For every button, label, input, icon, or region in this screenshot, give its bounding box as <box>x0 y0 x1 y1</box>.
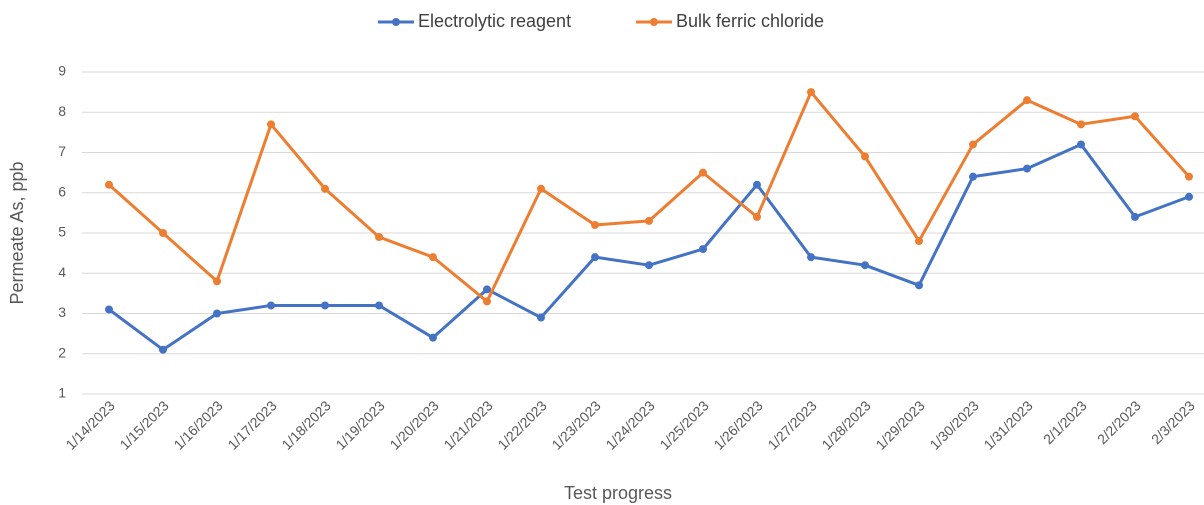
data-point <box>213 309 221 318</box>
data-point <box>1023 164 1031 173</box>
x-tick-label: 1/22/2023 <box>494 397 550 453</box>
data-point <box>105 305 113 314</box>
data-point <box>645 261 653 270</box>
legend-marker <box>392 18 400 26</box>
y-tick-label: 7 <box>58 143 66 159</box>
x-tick-label: 1/30/2023 <box>926 397 982 453</box>
data-point <box>1077 140 1085 149</box>
x-tick-label: 2/2/2023 <box>1094 397 1144 447</box>
data-point <box>699 168 707 177</box>
data-point <box>537 184 545 193</box>
x-tick-label: 2/1/2023 <box>1040 397 1090 447</box>
x-tick-label: 1/24/2023 <box>602 397 658 453</box>
data-point <box>753 212 761 221</box>
data-point <box>375 301 383 310</box>
x-tick-label: 2/3/2023 <box>1148 397 1198 447</box>
data-point <box>915 237 923 246</box>
data-point <box>159 345 167 354</box>
x-tick-label: 1/19/2023 <box>332 397 388 453</box>
data-point <box>1185 192 1193 201</box>
y-tick-label: 2 <box>58 344 66 360</box>
x-tick-label: 1/27/2023 <box>764 397 820 453</box>
series-line <box>108 142 1190 352</box>
x-tick-label: 1/14/2023 <box>62 397 118 453</box>
data-point <box>213 277 221 286</box>
data-point <box>1077 120 1085 129</box>
x-tick-label: 1/15/2023 <box>116 397 172 453</box>
x-tick-label: 1/16/2023 <box>170 397 226 453</box>
x-tick-label: 1/21/2023 <box>440 397 496 453</box>
data-point <box>105 180 113 189</box>
data-point <box>1131 212 1139 221</box>
data-point <box>321 301 329 310</box>
data-point <box>915 281 923 290</box>
data-point <box>267 301 275 310</box>
data-point <box>753 180 761 189</box>
legend-text: Electrolytic reagent <box>418 11 571 31</box>
x-tick-label: 1/17/2023 <box>224 397 280 453</box>
data-point <box>645 216 653 225</box>
data-point <box>699 245 707 254</box>
data-point <box>537 313 545 322</box>
x-tick-label: 1/23/2023 <box>548 397 604 453</box>
data-point <box>861 261 869 270</box>
data-point <box>159 229 167 237</box>
data-point <box>861 152 869 161</box>
y-tick-label: 3 <box>58 304 66 320</box>
y-tick-label: 4 <box>58 264 66 280</box>
data-point <box>969 140 977 149</box>
x-tick-label: 1/26/2023 <box>710 397 766 453</box>
y-axis-title: Permeate As, ppb <box>7 161 27 304</box>
y-tick-label: 5 <box>58 224 66 240</box>
data-point <box>375 233 383 242</box>
x-tick-label: 1/20/2023 <box>386 397 442 453</box>
data-point <box>483 285 491 294</box>
x-tick-label: 1/28/2023 <box>818 397 874 453</box>
y-tick-label: 6 <box>58 183 66 199</box>
data-point <box>429 253 437 262</box>
y-tick-label: 1 <box>58 385 66 401</box>
data-point <box>807 253 815 262</box>
data-point <box>1131 112 1139 121</box>
x-tick-label: 1/25/2023 <box>656 397 712 453</box>
data-point <box>321 184 329 193</box>
legend-marker <box>650 18 658 26</box>
y-tick-label: 9 <box>58 63 66 79</box>
y-tick-label: 8 <box>58 103 66 119</box>
data-point <box>591 253 599 262</box>
x-tick-label: 1/18/2023 <box>278 397 334 453</box>
data-point <box>969 172 977 181</box>
data-point <box>429 333 437 342</box>
data-point <box>591 220 599 229</box>
legend-text: Bulk ferric chloride <box>676 11 824 31</box>
data-point <box>267 120 275 129</box>
x-axis-title: Test progress <box>564 483 672 503</box>
data-point <box>1023 96 1031 105</box>
x-tick-label: 1/31/2023 <box>980 397 1036 453</box>
data-point <box>483 297 491 306</box>
data-point <box>1185 172 1193 181</box>
x-tick-label: 1/29/2023 <box>872 397 928 453</box>
data-point <box>807 88 815 97</box>
